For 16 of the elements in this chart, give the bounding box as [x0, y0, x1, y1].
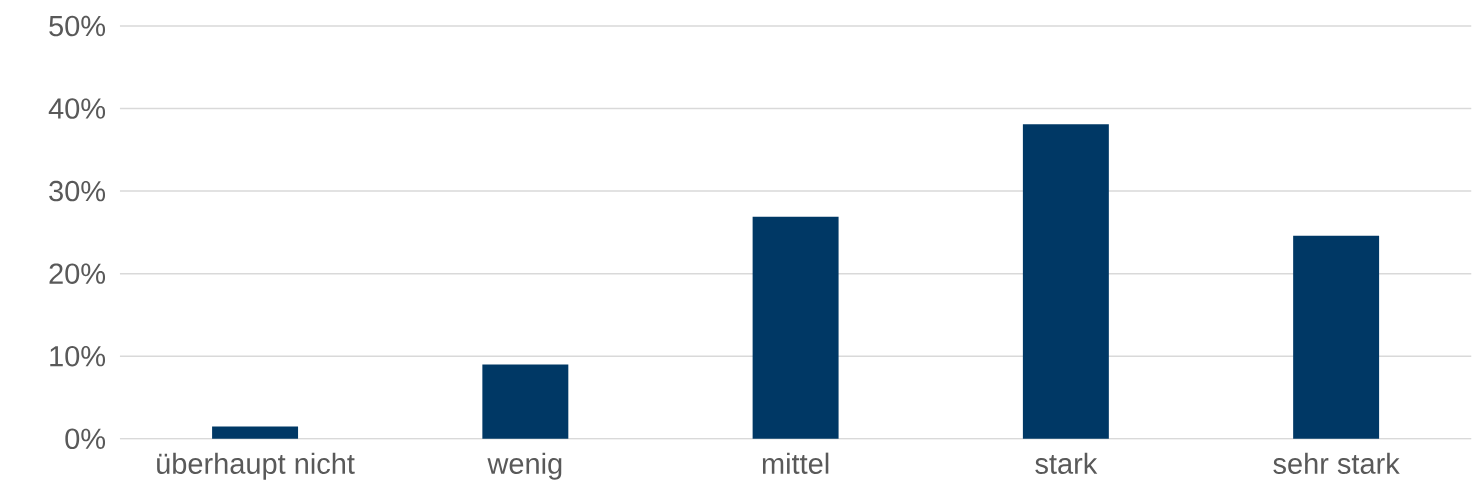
- bar: [1293, 235, 1380, 439]
- bar: [1022, 124, 1109, 439]
- y-tick-label: 20%: [49, 263, 106, 285]
- y-tick-label: 30%: [49, 180, 106, 202]
- y-tick-label: 10%: [50, 346, 106, 367]
- bar: [752, 216, 839, 439]
- x-tick-label: stark: [1035, 452, 1098, 475]
- y-tick-label: 0%: [65, 428, 106, 450]
- y-tick-label: 40%: [48, 98, 106, 119]
- bar: [482, 364, 569, 439]
- x-tick-label: mittel: [762, 452, 829, 475]
- bar: [212, 426, 299, 439]
- y-tick-label: 50%: [49, 15, 106, 37]
- x-tick-label: überhaupt nicht: [157, 452, 355, 480]
- x-tick-label: sehr stark: [1273, 452, 1400, 475]
- x-tick-label: wenig: [487, 452, 562, 480]
